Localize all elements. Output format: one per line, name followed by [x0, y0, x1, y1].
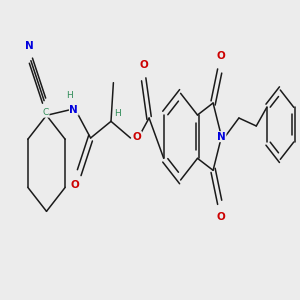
- Text: O: O: [217, 212, 226, 222]
- Text: O: O: [70, 180, 79, 190]
- Text: H: H: [66, 91, 73, 100]
- Text: N: N: [217, 132, 226, 142]
- Text: O: O: [139, 60, 148, 70]
- Text: H: H: [114, 109, 121, 118]
- Text: O: O: [133, 132, 142, 142]
- Text: N: N: [25, 41, 34, 51]
- Text: C: C: [43, 108, 49, 117]
- Text: N: N: [69, 105, 78, 115]
- Text: O: O: [217, 51, 226, 61]
